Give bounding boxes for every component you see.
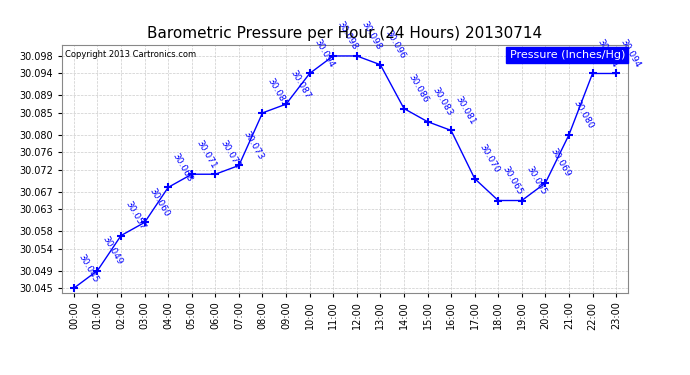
Text: 30.080: 30.080 <box>572 99 595 130</box>
Text: 30.065: 30.065 <box>501 165 524 196</box>
Text: Copyright 2013 Cartronics.com: Copyright 2013 Cartronics.com <box>65 50 196 59</box>
Text: 30.085: 30.085 <box>265 77 289 109</box>
Text: 30.086: 30.086 <box>406 72 431 104</box>
Text: 30.068: 30.068 <box>171 152 195 183</box>
Text: 30.094: 30.094 <box>595 38 619 69</box>
Text: 30.069: 30.069 <box>548 147 572 179</box>
Text: 30.045: 30.045 <box>77 252 100 284</box>
Text: 30.096: 30.096 <box>383 28 406 60</box>
Text: 30.049: 30.049 <box>100 235 124 266</box>
Text: 30.098: 30.098 <box>359 20 383 52</box>
Text: 30.065: 30.065 <box>524 165 548 196</box>
Text: Pressure (Inches/Hg): Pressure (Inches/Hg) <box>510 50 625 60</box>
Text: 30.083: 30.083 <box>431 86 454 117</box>
Text: 30.094: 30.094 <box>313 38 336 69</box>
Text: 30.094: 30.094 <box>619 38 642 69</box>
Title: Barometric Pressure per Hour (24 Hours) 20130714: Barometric Pressure per Hour (24 Hours) … <box>148 26 542 41</box>
Text: 30.071: 30.071 <box>218 138 241 170</box>
Text: 30.060: 30.060 <box>148 186 171 218</box>
Text: 30.070: 30.070 <box>477 142 501 174</box>
Text: 30.081: 30.081 <box>454 94 477 126</box>
Text: 30.098: 30.098 <box>336 20 359 52</box>
Text: 30.073: 30.073 <box>241 129 265 161</box>
Text: 30.071: 30.071 <box>195 138 218 170</box>
Text: 30.087: 30.087 <box>289 68 313 100</box>
Text: 30.057: 30.057 <box>124 200 148 231</box>
